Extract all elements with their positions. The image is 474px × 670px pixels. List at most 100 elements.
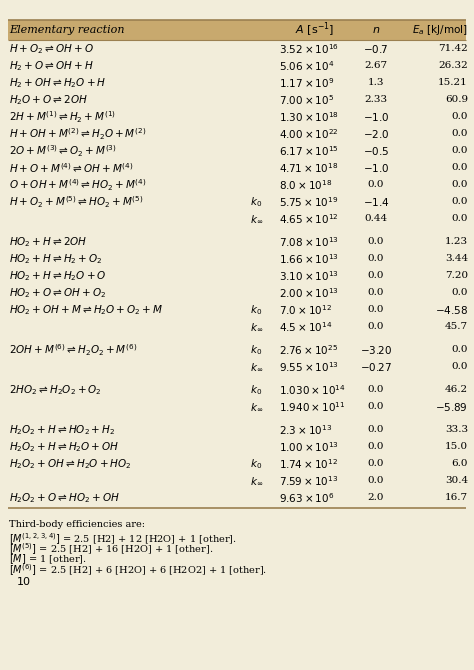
Text: 0.0: 0.0	[368, 476, 384, 485]
Text: $2OH+M^{(6)}\rightleftharpoons H_2O_2+M^{(6)}$: $2OH+M^{(6)}\rightleftharpoons H_2O_2+M^…	[9, 342, 137, 358]
Text: $7.08\times10^{13}$: $7.08\times10^{13}$	[279, 235, 339, 249]
Text: 45.7: 45.7	[445, 322, 468, 332]
Text: 0.0: 0.0	[452, 198, 468, 206]
Text: $2O+M^{(3)}\rightleftharpoons O_2+M^{(3)}$: $2O+M^{(3)}\rightleftharpoons O_2+M^{(3)…	[9, 143, 117, 159]
Text: 0.0: 0.0	[452, 129, 468, 138]
Text: $H+O+M^{(4)}\rightleftharpoons OH+M^{(4)}$: $H+O+M^{(4)}\rightleftharpoons OH+M^{(4)…	[9, 161, 134, 175]
Text: $[M^{(6)}]$ = 2.5 [H2] + 6 [H2O] + 6 [H2O2] + 1 [other].: $[M^{(6)}]$ = 2.5 [H2] + 6 [H2O] + 6 [H2…	[9, 563, 267, 578]
Text: $9.55\times10^{13}$: $9.55\times10^{13}$	[279, 360, 339, 374]
Text: 1.23: 1.23	[445, 237, 468, 247]
Text: 2.67: 2.67	[365, 62, 388, 70]
Text: $1.30\times10^{18}$: $1.30\times10^{18}$	[279, 110, 339, 124]
Text: $-0.5$: $-0.5$	[363, 145, 389, 157]
Text: 0.0: 0.0	[368, 180, 384, 190]
Text: 60.9: 60.9	[445, 95, 468, 105]
Text: 26.32: 26.32	[438, 62, 468, 70]
Text: $H_2O+O\rightleftharpoons 2OH$: $H_2O+O\rightleftharpoons 2OH$	[9, 93, 88, 107]
Text: $4.71\times10^{18}$: $4.71\times10^{18}$	[279, 161, 338, 175]
Text: $k_\infty$: $k_\infty$	[250, 361, 263, 373]
Text: 0.0: 0.0	[368, 460, 384, 468]
Text: $k_\infty$: $k_\infty$	[250, 321, 263, 333]
Text: $2.76\times10^{25}$: $2.76\times10^{25}$	[279, 343, 338, 356]
Text: $H_2O_2+O\rightleftharpoons HO_2+OH$: $H_2O_2+O\rightleftharpoons HO_2+OH$	[9, 491, 120, 505]
Text: $7.59\times10^{13}$: $7.59\times10^{13}$	[279, 474, 338, 488]
Text: 0.0: 0.0	[452, 146, 468, 155]
Text: $8.0\times10^{18}$: $8.0\times10^{18}$	[279, 178, 332, 192]
Text: $1.00\times10^{13}$: $1.00\times10^{13}$	[279, 440, 339, 454]
Text: $4.65\times10^{12}$: $4.65\times10^{12}$	[279, 212, 338, 226]
Text: $n$: $n$	[372, 25, 380, 35]
Text: 0.0: 0.0	[452, 214, 468, 223]
Text: 0.0: 0.0	[368, 322, 384, 332]
Text: $1.030\times10^{14}$: $1.030\times10^{14}$	[279, 383, 346, 397]
Text: $H+O_2\rightleftharpoons OH+O$: $H+O_2\rightleftharpoons OH+O$	[9, 42, 94, 56]
Text: $k_\infty$: $k_\infty$	[250, 475, 263, 487]
Text: $7.0\times10^{12}$: $7.0\times10^{12}$	[279, 303, 332, 317]
Text: $4.5\times10^{14}$: $4.5\times10^{14}$	[279, 320, 332, 334]
Text: $-4.58$: $-4.58$	[435, 304, 468, 316]
Text: $3.10\times10^{13}$: $3.10\times10^{13}$	[279, 269, 339, 283]
Text: $1.940\times10^{11}$: $1.940\times10^{11}$	[279, 400, 346, 414]
Text: 0.0: 0.0	[368, 403, 384, 411]
Text: $6.17\times10^{15}$: $6.17\times10^{15}$	[279, 144, 339, 157]
Text: $H_2O_2+OH\rightleftharpoons H_2O+HO_2$: $H_2O_2+OH\rightleftharpoons H_2O+HO_2$	[9, 457, 132, 471]
Text: 0.44: 0.44	[365, 214, 388, 223]
Text: $k_0$: $k_0$	[250, 343, 262, 356]
Text: $-2.0$: $-2.0$	[363, 128, 389, 140]
Text: $4.00\times10^{22}$: $4.00\times10^{22}$	[279, 127, 338, 141]
Text: 2.33: 2.33	[365, 95, 388, 105]
Text: 15.21: 15.21	[438, 78, 468, 87]
Text: 46.2: 46.2	[445, 385, 468, 395]
Text: 3.44: 3.44	[445, 255, 468, 263]
Text: $H_2O_2+H\rightleftharpoons H_2O+OH$: $H_2O_2+H\rightleftharpoons H_2O+OH$	[9, 440, 119, 454]
Text: $[M]$ = 1 [other].: $[M]$ = 1 [other].	[9, 552, 87, 565]
Text: 0.0: 0.0	[368, 255, 384, 263]
Text: 0.0: 0.0	[452, 163, 468, 172]
Text: $H_2+O\rightleftharpoons OH+H$: $H_2+O\rightleftharpoons OH+H$	[9, 59, 93, 73]
Text: 33.3: 33.3	[445, 425, 468, 434]
Text: $2.3\times10^{13}$: $2.3\times10^{13}$	[279, 423, 332, 437]
Text: 30.4: 30.4	[445, 476, 468, 485]
Text: $2H+M^{(1)}\rightleftharpoons H_2+M^{(1)}$: $2H+M^{(1)}\rightleftharpoons H_2+M^{(1)…	[9, 109, 116, 125]
Text: Elementary reaction: Elementary reaction	[9, 25, 125, 35]
Text: $k_\infty$: $k_\infty$	[250, 401, 263, 413]
Text: $H_2O_2+H\rightleftharpoons HO_2+H_2$: $H_2O_2+H\rightleftharpoons HO_2+H_2$	[9, 423, 115, 437]
Text: $-1.0$: $-1.0$	[363, 111, 389, 123]
Text: $HO_2+H\rightleftharpoons 2OH$: $HO_2+H\rightleftharpoons 2OH$	[9, 235, 88, 249]
Text: $O+OH+M^{(4)}\rightleftharpoons HO_2+M^{(4)}$: $O+OH+M^{(4)}\rightleftharpoons HO_2+M^{…	[9, 177, 146, 193]
Text: $k_0$: $k_0$	[250, 303, 262, 317]
Text: Third-body efficiencies are:: Third-body efficiencies are:	[9, 520, 145, 529]
Text: 6.0: 6.0	[452, 460, 468, 468]
Text: $1.74\times10^{12}$: $1.74\times10^{12}$	[279, 457, 338, 471]
Text: 10: 10	[17, 577, 31, 587]
Text: $-0.27$: $-0.27$	[360, 361, 392, 373]
Text: 0.0: 0.0	[368, 385, 384, 395]
Text: $HO_2+O\rightleftharpoons OH+O_2$: $HO_2+O\rightleftharpoons OH+O_2$	[9, 286, 106, 299]
Text: 7.20: 7.20	[445, 271, 468, 280]
Text: $2.00\times10^{13}$: $2.00\times10^{13}$	[279, 286, 339, 299]
Text: $1.17\times10^{9}$: $1.17\times10^{9}$	[279, 76, 334, 90]
Text: $k_0$: $k_0$	[250, 195, 262, 209]
Text: 0.0: 0.0	[452, 362, 468, 371]
Text: $k_0$: $k_0$	[250, 383, 262, 397]
Text: $HO_2+OH+M\rightleftharpoons H_2O+O_2+M$: $HO_2+OH+M\rightleftharpoons H_2O+O_2+M$	[9, 303, 163, 317]
Text: $H_2+OH\rightleftharpoons H_2O+H$: $H_2+OH\rightleftharpoons H_2O+H$	[9, 76, 106, 90]
Text: $9.63\times10^{6}$: $9.63\times10^{6}$	[279, 491, 334, 505]
Text: $-0.7$: $-0.7$	[363, 43, 389, 55]
Text: $7.00\times10^{5}$: $7.00\times10^{5}$	[279, 93, 334, 107]
Text: 15.0: 15.0	[445, 442, 468, 452]
Text: $5.06\times10^{4}$: $5.06\times10^{4}$	[279, 59, 334, 73]
Text: 0.0: 0.0	[368, 237, 384, 247]
Text: $E_a\ [\mathrm{kJ/mol}]$: $E_a\ [\mathrm{kJ/mol}]$	[412, 23, 468, 37]
Text: $[M^{(5)}]$ = 2.5 [H2] + 16 [H2O] + 1 [other].: $[M^{(5)}]$ = 2.5 [H2] + 16 [H2O] + 1 [o…	[9, 541, 213, 557]
Text: $A\ [\mathrm{s}^{-1}]$: $A\ [\mathrm{s}^{-1}]$	[295, 21, 334, 40]
Text: $[M^{(1,2,3,4)}]$ = 2.5 [H2] + 12 [H2O] + 1 [other].: $[M^{(1,2,3,4)}]$ = 2.5 [H2] + 12 [H2O] …	[9, 531, 237, 547]
Text: 0.0: 0.0	[368, 288, 384, 297]
Text: $-1.0$: $-1.0$	[363, 162, 389, 174]
Text: $HO_2+H\rightleftharpoons H_2O+O$: $HO_2+H\rightleftharpoons H_2O+O$	[9, 269, 107, 283]
Text: $H+OH+M^{(2)}\rightleftharpoons H_2O+M^{(2)}$: $H+OH+M^{(2)}\rightleftharpoons H_2O+M^{…	[9, 126, 146, 141]
Text: $-1.4$: $-1.4$	[363, 196, 389, 208]
Text: $HO_2+H\rightleftharpoons H_2+O_2$: $HO_2+H\rightleftharpoons H_2+O_2$	[9, 252, 103, 266]
Text: $k_\infty$: $k_\infty$	[250, 213, 263, 224]
Text: $k_0$: $k_0$	[250, 457, 262, 471]
